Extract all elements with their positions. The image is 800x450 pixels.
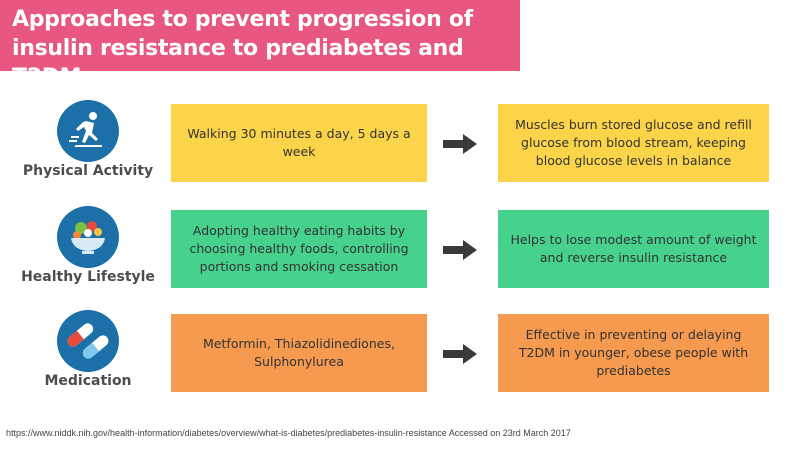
category-label: Physical Activity <box>22 163 154 179</box>
approach-box: Metformin, Thiazolidinediones, Sulphonyl… <box>171 314 427 392</box>
healthy-food-bowl-icon <box>57 206 119 268</box>
source-citation: https://www.niddk.nih.gov/health-informa… <box>6 428 571 438</box>
approach-row-physical-activity: Physical Activity Walking 30 minutes a d… <box>0 100 800 190</box>
approach-box: Adopting healthy eating habits by choosi… <box>171 210 427 288</box>
page-title: Approaches to prevent progression of ins… <box>12 7 473 90</box>
running-person-icon <box>57 100 119 162</box>
outcome-box: Effective in preventing or delaying T2DM… <box>498 314 769 392</box>
right-arrow-icon <box>443 134 477 154</box>
category-label: Healthy Lifestyle <box>21 269 155 285</box>
title-banner: Approaches to prevent progression of ins… <box>0 0 520 90</box>
category-label: Medication <box>44 373 132 389</box>
approach-row-medication: Medication Metformin, Thiazolidinediones… <box>0 310 800 400</box>
approach-box: Walking 30 minutes a day, 5 days a week <box>171 104 427 182</box>
approach-row-healthy-lifestyle: Healthy Lifestyle Adopting healthy eatin… <box>0 206 800 296</box>
pill-capsules-icon <box>57 310 119 372</box>
outcome-box: Muscles burn stored glucose and refill g… <box>498 104 769 182</box>
outcome-box: Helps to lose modest amount of weight an… <box>498 210 769 288</box>
right-arrow-icon <box>443 344 477 364</box>
right-arrow-icon <box>443 240 477 260</box>
